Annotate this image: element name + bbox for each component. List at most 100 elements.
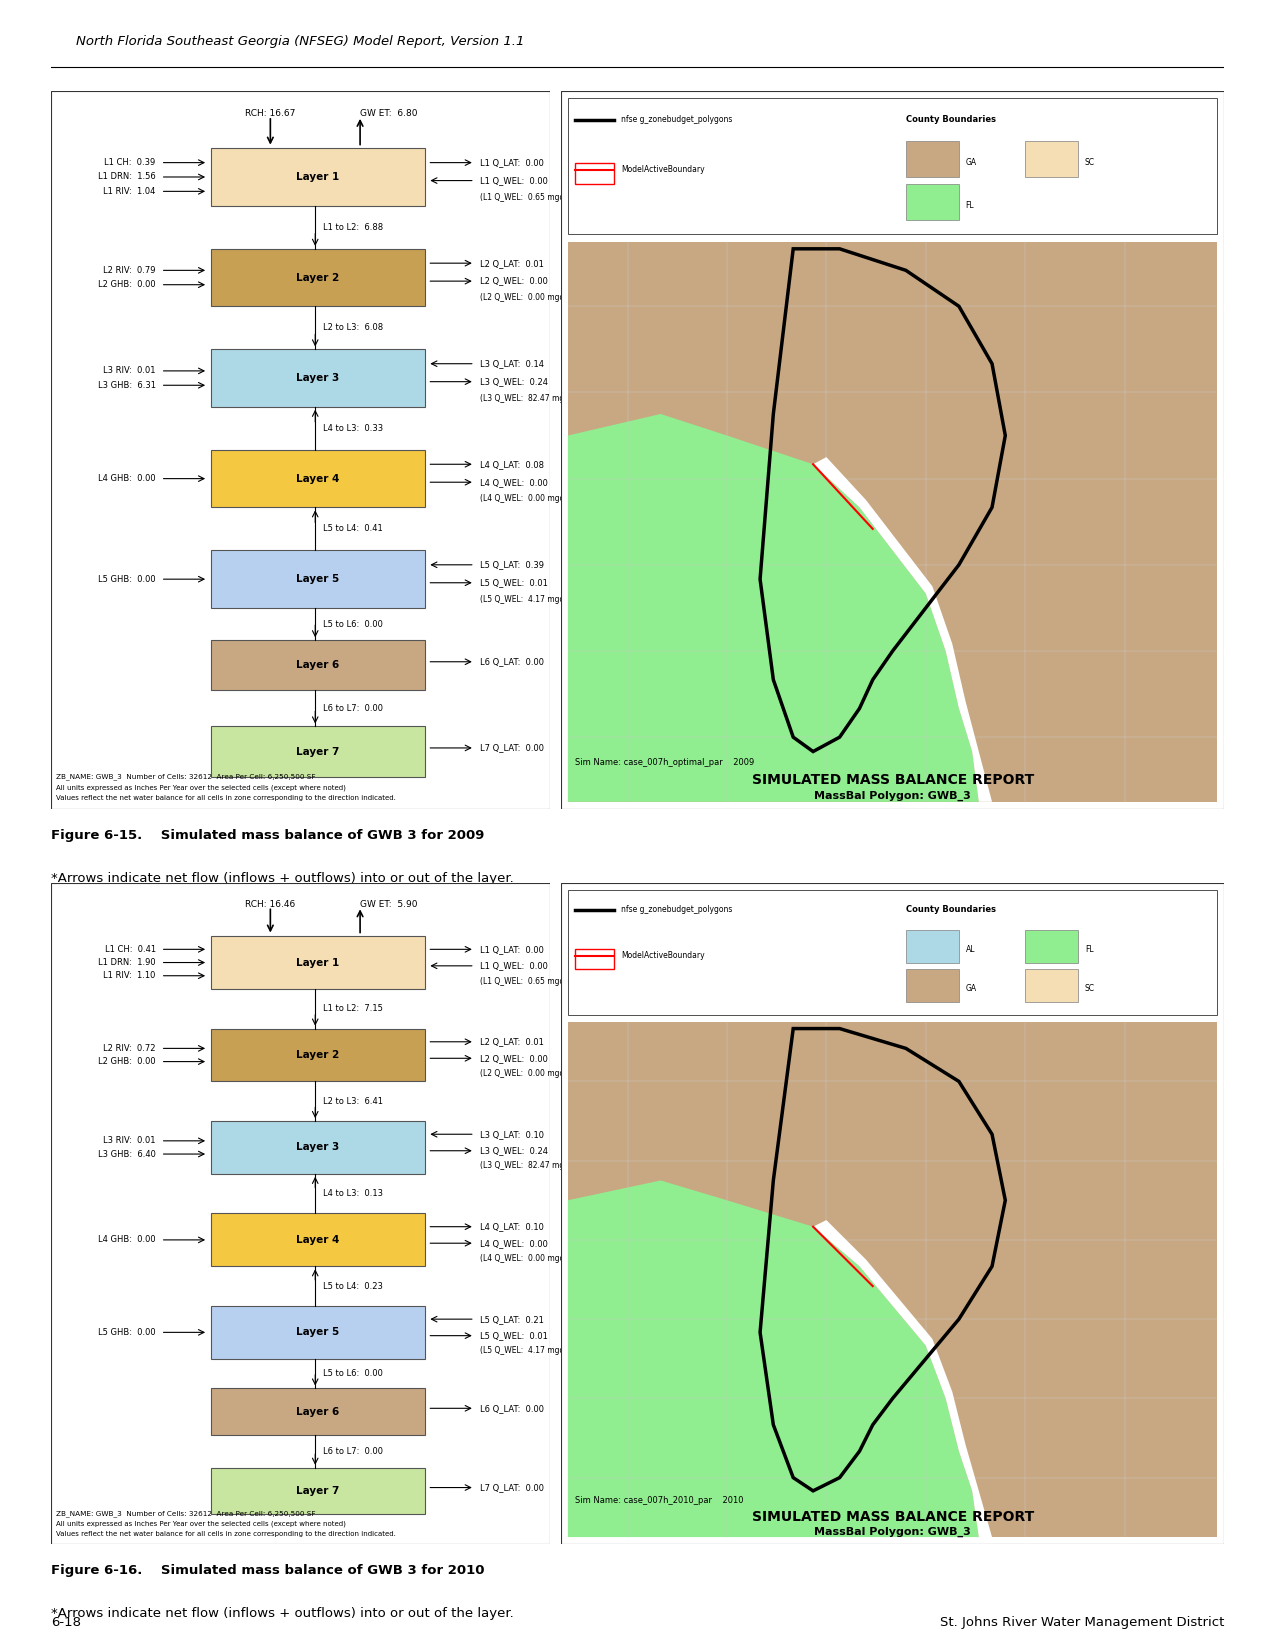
Text: L3 Q_LAT:  0.10: L3 Q_LAT: 0.10 [479,1129,543,1139]
Text: Layer 6: Layer 6 [296,1407,339,1417]
Text: L1 Q_LAT:  0.00: L1 Q_LAT: 0.00 [479,158,543,167]
Text: L5 to L4:  0.23: L5 to L4: 0.23 [323,1281,382,1291]
Text: MassBal Polygon: GWB_3: MassBal Polygon: GWB_3 [815,1527,972,1537]
Text: Figure 6-16.    Simulated mass balance of GWB 3 for 2010: Figure 6-16. Simulated mass balance of G… [51,1563,485,1577]
Bar [210,249,425,307]
Polygon shape [567,1180,979,1537]
Text: (L2 Q_WEL:  0.00 mgd): (L2 Q_WEL: 0.00 mgd) [479,294,567,302]
Bar [567,241,1218,802]
Text: L6 to L7:  0.00: L6 to L7: 0.00 [323,703,382,713]
Text: L4 to L3:  0.13: L4 to L3: 0.13 [323,1189,382,1199]
Text: L1 RIV:  1.10: L1 RIV: 1.10 [103,971,156,981]
Text: RCH: 16.67: RCH: 16.67 [245,109,296,117]
Text: L4 GHB:  0.00: L4 GHB: 0.00 [98,1235,156,1245]
Text: SIMULATED MASS BALANCE REPORT: SIMULATED MASS BALANCE REPORT [751,773,1034,788]
Text: L2 GHB:  0.00: L2 GHB: 0.00 [98,1057,156,1067]
Text: FL: FL [1085,944,1094,954]
Bar [1025,140,1079,177]
Text: RCH: 16.46: RCH: 16.46 [245,900,296,908]
Bar [1025,930,1079,963]
Text: L2 RIV:  0.79: L2 RIV: 0.79 [103,266,156,274]
Bar [905,969,959,1002]
Text: L3 GHB:  6.31: L3 GHB: 6.31 [98,381,156,390]
Text: Layer 5: Layer 5 [296,575,339,584]
Text: SC: SC [1085,984,1095,994]
Text: Sim Name: case_007h_optimal_par    2009: Sim Name: case_007h_optimal_par 2009 [575,758,754,766]
Text: L1 Q_WEL:  0.00: L1 Q_WEL: 0.00 [479,177,547,185]
Text: L5 to L6:  0.00: L5 to L6: 0.00 [323,1369,382,1379]
Text: L1 DRN:  1.56: L1 DRN: 1.56 [98,172,156,182]
Text: County Boundaries: County Boundaries [905,116,996,124]
Text: ZB_NAME: GWB_3  Number of Cells: 32612  Area Per Cell: 6,250,500 SF: ZB_NAME: GWB_3 Number of Cells: 32612 Ar… [56,773,315,779]
Text: L3 Q_WEL:  0.24: L3 Q_WEL: 0.24 [479,1146,548,1156]
Text: L1 RIV:  1.04: L1 RIV: 1.04 [103,187,156,196]
Text: Layer 3: Layer 3 [296,1142,339,1152]
Text: L3 RIV:  0.01: L3 RIV: 0.01 [103,367,156,375]
Text: County Boundaries: County Boundaries [905,905,996,915]
Text: L3 RIV:  0.01: L3 RIV: 0.01 [103,1136,156,1146]
Text: L7 Q_LAT:  0.00: L7 Q_LAT: 0.00 [479,1483,543,1493]
Bar [210,726,425,776]
Text: L2 RIV:  0.72: L2 RIV: 0.72 [103,1043,156,1053]
Bar [210,1468,425,1514]
Text: L1 to L2:  6.88: L1 to L2: 6.88 [323,223,382,231]
Text: FL: FL [965,201,974,210]
Text: Layer 2: Layer 2 [296,272,339,282]
Polygon shape [813,1220,992,1537]
Text: GW ET:  5.90: GW ET: 5.90 [360,900,418,908]
Bar [210,550,425,608]
Polygon shape [567,414,979,802]
Text: L6 Q_LAT:  0.00: L6 Q_LAT: 0.00 [479,657,543,667]
Text: MassBal Polygon: GWB_3: MassBal Polygon: GWB_3 [815,791,972,801]
Text: L1 CH:  0.39: L1 CH: 0.39 [105,158,156,167]
Bar [210,641,425,690]
Text: L4 Q_WEL:  0.00: L4 Q_WEL: 0.00 [479,477,547,487]
Text: All units expressed as Inches Per Year over the selected cells (except where not: All units expressed as Inches Per Year o… [56,784,346,791]
Text: L6 to L7:  0.00: L6 to L7: 0.00 [323,1446,382,1456]
Text: Layer 7: Layer 7 [296,1486,339,1496]
Text: L2 to L3:  6.41: L2 to L3: 6.41 [323,1096,382,1106]
Text: Layer 6: Layer 6 [296,660,339,670]
Text: (L4 Q_WEL:  0.00 mgd): (L4 Q_WEL: 0.00 mgd) [479,494,567,504]
Text: L3 GHB:  6.40: L3 GHB: 6.40 [98,1149,156,1159]
Text: ZB_NAME: GWB_3  Number of Cells: 32612  Area Per Cell: 6,250,500 SF: ZB_NAME: GWB_3 Number of Cells: 32612 Ar… [56,1511,315,1517]
Text: (L2 Q_WEL:  0.00 mgd): (L2 Q_WEL: 0.00 mgd) [479,1068,567,1078]
Bar [210,1029,425,1081]
Text: St. Johns River Water Management District: St. Johns River Water Management Distric… [940,1616,1224,1628]
Bar [210,451,425,507]
Text: (L3 Q_WEL:  82.47 mgd): (L3 Q_WEL: 82.47 mgd) [479,1161,572,1171]
Text: L4 GHB:  0.00: L4 GHB: 0.00 [98,474,156,484]
Text: Layer 4: Layer 4 [296,1235,339,1245]
Text: L5 GHB:  0.00: L5 GHB: 0.00 [98,575,156,584]
Bar [567,1022,1218,1537]
Text: nfse g_zonebudget_polygons: nfse g_zonebudget_polygons [621,905,732,915]
Text: GA: GA [965,158,977,167]
Text: L4 Q_LAT:  0.10: L4 Q_LAT: 0.10 [479,1222,543,1232]
Text: Layer 1: Layer 1 [296,958,339,967]
Text: ModelActiveBoundary: ModelActiveBoundary [621,951,705,961]
Bar [210,350,425,406]
Bar [210,1306,425,1359]
Text: L5 Q_LAT:  0.21: L5 Q_LAT: 0.21 [479,1314,543,1324]
Text: L2 Q_LAT:  0.01: L2 Q_LAT: 0.01 [479,1037,543,1047]
Text: Layer 4: Layer 4 [296,474,339,484]
Text: L5 Q_LAT:  0.39: L5 Q_LAT: 0.39 [479,560,543,570]
Bar [210,1388,425,1435]
Text: nfse g_zonebudget_polygons: nfse g_zonebudget_polygons [621,116,732,124]
Text: Sim Name: case_007h_2010_par    2010: Sim Name: case_007h_2010_par 2010 [575,1496,743,1506]
Text: L5 to L4:  0.41: L5 to L4: 0.41 [323,525,382,533]
Text: L2 Q_LAT:  0.01: L2 Q_LAT: 0.01 [479,259,543,267]
Text: Layer 5: Layer 5 [296,1327,339,1337]
Text: (L5 Q_WEL:  4.17 mgd): (L5 Q_WEL: 4.17 mgd) [479,594,567,604]
Bar [567,890,1218,1015]
Text: L5 GHB:  0.00: L5 GHB: 0.00 [98,1327,156,1337]
Bar [210,1121,425,1174]
Text: (L5 Q_WEL:  4.17 mgd): (L5 Q_WEL: 4.17 mgd) [479,1346,567,1355]
Text: Values reflect the net water balance for all cells in zone corresponding to the : Values reflect the net water balance for… [56,1530,395,1537]
Text: L4 Q_LAT:  0.08: L4 Q_LAT: 0.08 [479,459,543,469]
Text: L3 Q_WEL:  0.24: L3 Q_WEL: 0.24 [479,376,548,386]
Text: L2 GHB:  0.00: L2 GHB: 0.00 [98,281,156,289]
Bar [575,949,615,969]
Bar [210,1213,425,1266]
Text: L7 Q_LAT:  0.00: L7 Q_LAT: 0.00 [479,743,543,753]
